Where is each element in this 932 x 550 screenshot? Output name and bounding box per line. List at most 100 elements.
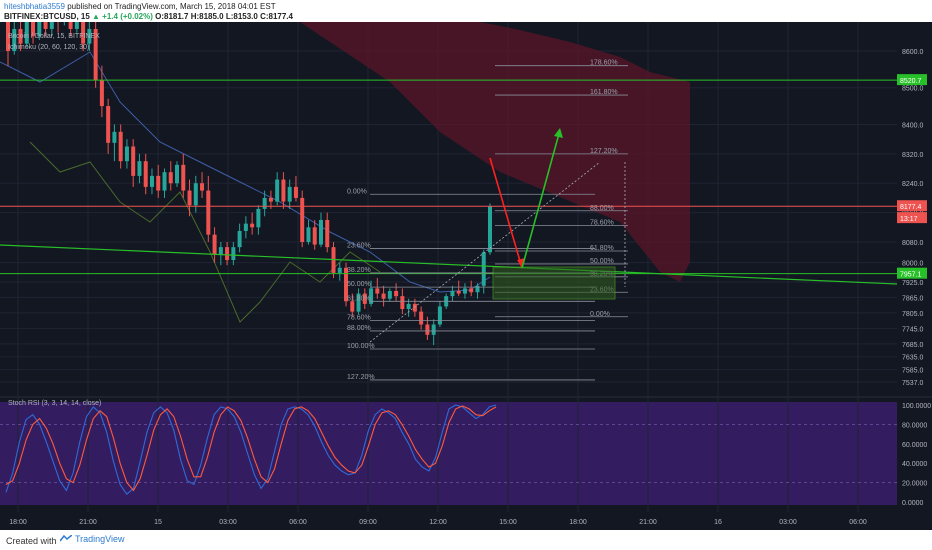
candle-74[interactable]	[469, 288, 474, 293]
candle-20[interactable]	[131, 146, 136, 176]
candle-19[interactable]	[124, 146, 129, 162]
y-tick-label-11: 7745.0	[902, 326, 924, 333]
x-tick-label-11: 03:00	[779, 519, 797, 526]
candle-51[interactable]	[325, 219, 330, 248]
candle-68[interactable]	[431, 324, 436, 335]
candle-72[interactable]	[456, 290, 461, 294]
change-label: ▲ +1.4 (+0.02%)	[92, 12, 153, 21]
candle-28[interactable]	[181, 164, 186, 191]
candle-4[interactable]	[31, 22, 36, 37]
candle-38[interactable]	[243, 223, 248, 231]
candle-44[interactable]	[281, 179, 286, 202]
candle-49[interactable]	[312, 227, 317, 245]
candle-43[interactable]	[275, 179, 280, 202]
price-chart[interactable]: 0.00% 23.60% 38.20% 50.00% 61.80% 78.60% 88.00…	[0, 22, 932, 530]
trendline[interactable]	[0, 244, 898, 285]
candle-56[interactable]	[356, 293, 361, 312]
candle-59[interactable]	[375, 288, 380, 294]
candle-23[interactable]	[149, 175, 154, 187]
candle-24[interactable]	[156, 175, 161, 191]
candle-10[interactable]	[68, 22, 73, 29]
candle-15[interactable]	[99, 80, 104, 107]
candle-41[interactable]	[262, 197, 267, 209]
rsi-tick-label-5: 0.0000	[902, 500, 924, 507]
candle-40[interactable]	[256, 208, 261, 228]
candle-73[interactable]	[462, 288, 467, 294]
price-badge-0	[897, 74, 927, 86]
candle-45[interactable]	[287, 186, 292, 202]
price-badge-label-2: 13:17	[900, 216, 918, 223]
x-tick-label-7: 15:00	[499, 519, 517, 526]
created-with-text: Created with	[6, 536, 57, 546]
candle-27[interactable]	[175, 164, 180, 184]
candle-22[interactable]	[143, 161, 148, 187]
candle-39[interactable]	[250, 223, 255, 228]
candle-62[interactable]	[394, 290, 399, 297]
y-tick-label-12: 7685.0	[902, 342, 924, 349]
candle-5[interactable]	[37, 22, 42, 37]
candle-58[interactable]	[369, 288, 374, 304]
candle-75[interactable]	[475, 285, 480, 293]
projection-up-arrow[interactable]	[521, 129, 561, 269]
candle-2[interactable]	[18, 28, 23, 44]
candle-64[interactable]	[406, 303, 411, 310]
fib-right-label-5: 61.80%	[590, 245, 614, 252]
candle-63[interactable]	[400, 296, 405, 310]
y-tick-label-6: 8080.0	[902, 240, 924, 247]
candle-76[interactable]	[481, 252, 486, 286]
candle-42[interactable]	[268, 197, 273, 202]
candle-37[interactable]	[237, 230, 242, 248]
candle-60[interactable]	[381, 293, 386, 299]
candle-12[interactable]	[81, 22, 86, 44]
candle-61[interactable]	[387, 290, 392, 299]
candle-0[interactable]	[6, 22, 10, 52]
x-tick-label-6: 12:00	[429, 519, 447, 526]
candle-47[interactable]	[300, 197, 305, 242]
candle-48[interactable]	[306, 227, 311, 242]
candle-11[interactable]	[74, 22, 79, 29]
candle-32[interactable]	[206, 190, 211, 235]
candle-13[interactable]	[87, 28, 92, 44]
candle-67[interactable]	[425, 324, 430, 335]
author-link[interactable]: hiteshbhatia3559	[4, 2, 65, 11]
y-tick-label-2: 8400.0	[902, 122, 924, 129]
candle-36[interactable]	[231, 247, 236, 261]
candle-33[interactable]	[212, 234, 217, 255]
fib-right-label-0: 178.60%	[590, 60, 618, 67]
rsi-tick-label-1: 80.0000	[902, 422, 927, 429]
candle-57[interactable]	[362, 293, 367, 304]
candle-29[interactable]	[187, 190, 192, 206]
candle-66[interactable]	[419, 311, 424, 325]
candle-55[interactable]	[350, 301, 355, 312]
candle-71[interactable]	[450, 290, 455, 297]
candle-3[interactable]	[24, 22, 29, 44]
candle-35[interactable]	[225, 247, 230, 261]
candle-54[interactable]	[344, 267, 349, 302]
indicator-label: Ichimoku (20, 60, 120, 30)	[8, 44, 89, 51]
target-box[interactable]	[492, 266, 616, 300]
candle-6[interactable]	[43, 22, 48, 29]
candle-46[interactable]	[293, 186, 298, 198]
candle-31[interactable]	[200, 183, 205, 191]
candle-14[interactable]	[93, 28, 98, 81]
candle-53[interactable]	[337, 267, 342, 273]
tradingview-brand[interactable]: TradingView	[60, 534, 125, 544]
fib-right-label-3: 88.00%	[590, 205, 614, 212]
projection-down-arrow[interactable]	[489, 157, 523, 269]
candle-34[interactable]	[218, 247, 223, 255]
candle-7[interactable]	[49, 22, 54, 29]
candle-16[interactable]	[106, 106, 111, 143]
candle-25[interactable]	[162, 172, 167, 191]
candle-26[interactable]	[168, 172, 173, 184]
candle-21[interactable]	[137, 161, 142, 176]
candle-30[interactable]	[193, 183, 198, 206]
candle-50[interactable]	[318, 219, 323, 245]
published-text: published on TradingView.com, March 15, …	[67, 2, 276, 11]
candle-69[interactable]	[437, 306, 442, 325]
candle-1[interactable]	[12, 28, 17, 51]
fib-trend-dashed	[369, 161, 601, 343]
candle-17[interactable]	[112, 131, 117, 143]
candle-65[interactable]	[412, 303, 417, 312]
candle-77[interactable]	[488, 206, 492, 253]
candle-18[interactable]	[118, 131, 123, 162]
